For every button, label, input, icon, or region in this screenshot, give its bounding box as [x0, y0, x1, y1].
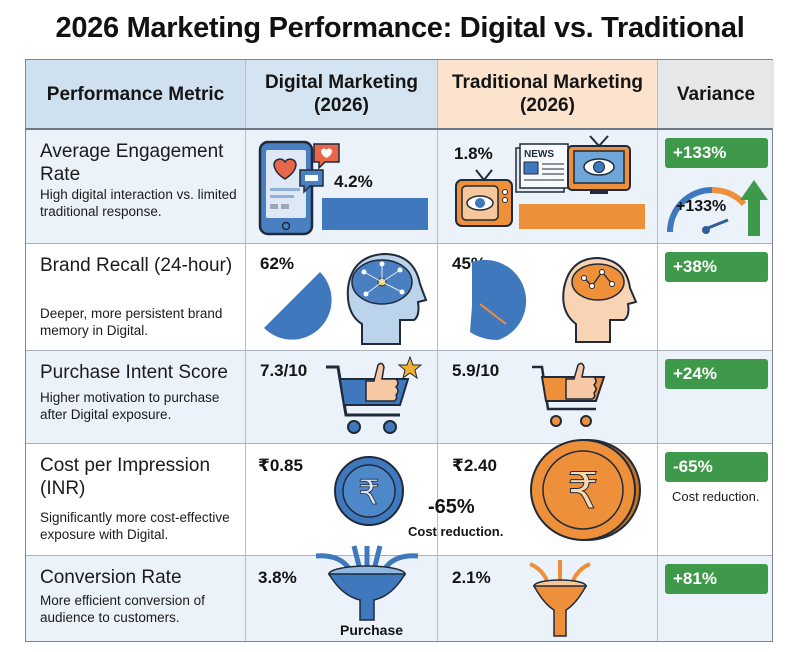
- table-row: Cost per Impression (INR) Significantly …: [26, 439, 774, 556]
- header-metric-label: Performance Metric: [46, 83, 225, 105]
- metric-cell: Conversion Rate More efficient conversio…: [26, 556, 246, 641]
- digital-cell: 7.3/10: [246, 351, 438, 443]
- funnel-icon: [315, 545, 419, 621]
- table-row: Brand Recall (24-hour) Deeper, more pers…: [26, 244, 772, 351]
- svg-text:NEWS: NEWS: [524, 149, 554, 160]
- variance-cell: +133% +133%: [658, 130, 774, 243]
- header-digital-line1: Digital Marketing: [264, 72, 419, 93]
- svg-text:₹: ₹: [567, 462, 599, 520]
- comparison-table: Performance Metric Digital Marketing (202…: [25, 59, 774, 642]
- variance-badge: +81%: [665, 564, 768, 594]
- metric-cell: Brand Recall (24-hour) Deeper, more pers…: [26, 244, 246, 350]
- digital-cell: 3.8% Purchase: [246, 545, 438, 641]
- smartphone-icon: [258, 140, 314, 236]
- traditional-cell: 5.9/10: [438, 351, 658, 443]
- header-variance-label: Variance: [676, 83, 756, 105]
- svg-text:₹: ₹: [358, 473, 380, 513]
- metric-description: Higher motivation to purchase after Digi…: [40, 390, 220, 422]
- traditional-cell: ₹2.40 ₹ -65% Cost reduction.: [408, 439, 658, 555]
- traditional-value: 5.9/10: [452, 361, 500, 380]
- header-metric: Performance Metric: [26, 60, 246, 128]
- metric-cell: Purchase Intent Score Higher motivation …: [26, 351, 246, 443]
- page-title: 2026 Marketing Performance: Digital vs. …: [55, 12, 745, 44]
- traditional-value: 1.8%: [454, 144, 493, 163]
- metric-name: Brand Recall (24-hour): [40, 255, 233, 276]
- traditional-bar: [519, 204, 645, 229]
- header-variance: Variance: [658, 60, 774, 128]
- metric-cell: Cost per Impression (INR) Significantly …: [26, 444, 246, 555]
- digital-value: 7.3/10: [260, 361, 308, 380]
- variance-cell: +24%: [658, 351, 774, 443]
- rupee-coin-icon: ₹: [530, 439, 641, 541]
- traditional-value: 2.1%: [452, 568, 491, 587]
- variance-badge: -65%: [665, 452, 768, 482]
- header-digital-line2: (2026): [314, 95, 369, 116]
- cart-thumbs-up-icon: [532, 362, 606, 427]
- table-row: Purchase Intent Score Higher motivation …: [26, 351, 772, 444]
- header-traditional-line1: Traditional Marketing: [451, 72, 644, 93]
- digital-cell: 4.2%: [246, 130, 438, 243]
- variance-cell: -65% Cost reduction.: [658, 444, 774, 555]
- table-row: Average Engagement Rate High digital int…: [26, 130, 772, 244]
- brain-head-icon: [346, 252, 428, 345]
- digital-cell: 62%: [246, 244, 438, 350]
- metric-name: Average Engagement Rate: [40, 141, 224, 185]
- header-traditional: Traditional Marketing (2026): [438, 60, 658, 128]
- digital-value: 3.8%: [258, 568, 297, 587]
- traditional-value: ₹2.40: [452, 456, 497, 475]
- digital-value: 4.2%: [334, 172, 373, 191]
- funnel-label: Purchase: [340, 622, 404, 638]
- header-digital: Digital Marketing (2026): [246, 60, 438, 128]
- cart-thumbs-up-icon: [326, 355, 423, 434]
- variance-note: Cost reduction.: [672, 489, 760, 504]
- gauge-label: +133%: [676, 198, 727, 215]
- metric-description: Significantly more cost-effective exposu…: [40, 510, 230, 542]
- newspaper-icon: NEWS: [515, 143, 569, 193]
- header-traditional-line2: (2026): [520, 95, 575, 116]
- metric-description: More efficient conversion of audience to…: [40, 593, 205, 625]
- pie-chart-traditional: [470, 259, 527, 340]
- variance-badge: +24%: [665, 359, 768, 389]
- rupee-coin-icon: ₹: [334, 456, 404, 526]
- traditional-cell: 45%: [438, 244, 658, 350]
- variance-cell: +38%: [658, 244, 774, 350]
- chat-bubble-icon: [299, 169, 324, 194]
- digital-bar: [322, 198, 428, 230]
- tv-icon: [455, 169, 513, 227]
- heart-bubble-icon: [313, 143, 340, 170]
- traditional-cell: 1.8% NEWS: [438, 130, 658, 243]
- metric-description: Deeper, more persistent brand memory in …: [40, 306, 223, 338]
- traditional-cell: 2.1%: [438, 556, 658, 641]
- variance-badge: +133%: [665, 138, 768, 168]
- metric-name: Cost per Impression (INR): [40, 455, 211, 499]
- metric-name: Purchase Intent Score: [40, 362, 228, 383]
- metric-name: Conversion Rate: [40, 567, 182, 588]
- cost-reduction-overlay-note: Cost reduction.: [408, 524, 504, 539]
- funnel-icon: [529, 560, 591, 637]
- table-row: Conversion Rate More efficient conversio…: [26, 545, 774, 641]
- digital-value: 62%: [260, 254, 295, 273]
- variance-badge: +38%: [665, 252, 768, 282]
- metric-description: High digital interaction vs. limited tra…: [40, 187, 237, 219]
- digital-value: ₹0.85: [258, 456, 303, 475]
- gauge-icon: [667, 180, 768, 236]
- brain-head-icon: [562, 256, 638, 343]
- cost-reduction-overlay-value: -65%: [428, 496, 475, 518]
- metric-cell: Average Engagement Rate High digital int…: [26, 130, 246, 243]
- variance-cell: +81%: [658, 556, 774, 641]
- pie-chart-digital: [264, 272, 332, 340]
- table-header: Performance Metric Digital Marketing (202…: [26, 60, 774, 130]
- digital-cell: ₹0.85 ₹: [246, 444, 438, 555]
- monitor-eye-icon: [567, 135, 631, 194]
